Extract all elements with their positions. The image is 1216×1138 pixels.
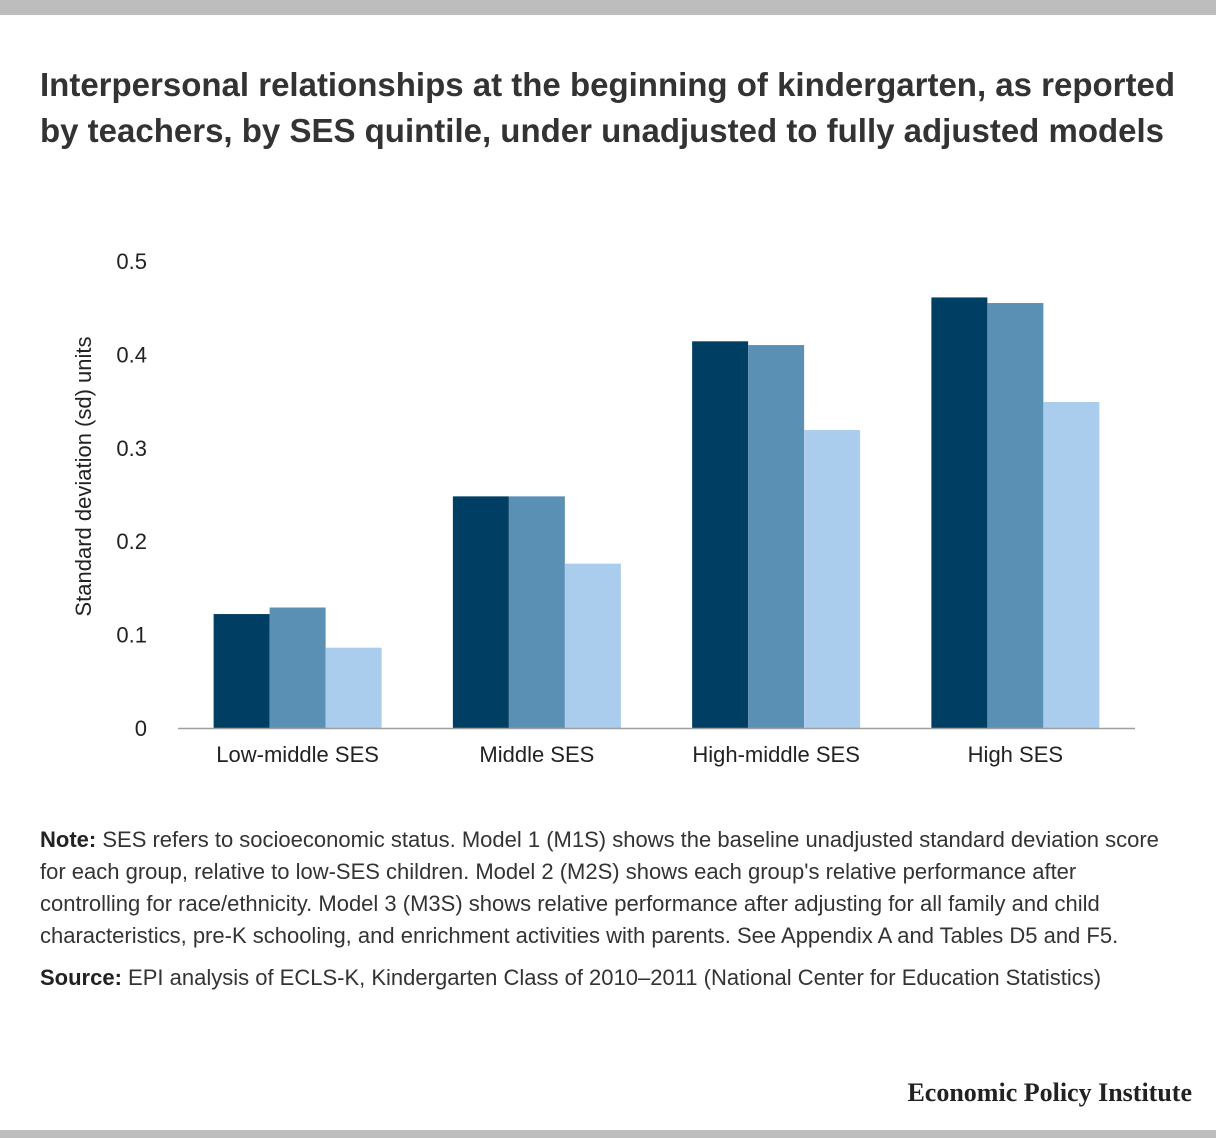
x-category-label: Low-middle SES (216, 742, 379, 767)
note-text: SES refers to socioeconomic status. Mode… (40, 827, 1159, 948)
bars (213, 297, 1100, 728)
bar (1043, 402, 1100, 728)
y-axis-title: Standard deviation (sd) units (71, 336, 96, 616)
bar (804, 430, 861, 728)
bar (508, 496, 565, 728)
bottom-border (0, 1130, 1216, 1138)
note: Note: SES refers to socioeconomic status… (40, 824, 1180, 952)
bar (564, 563, 621, 728)
notes-section: Note: SES refers to socioeconomic status… (40, 824, 1180, 994)
x-axis-categories: Low-middle SES Middle SES High-middle SES H… (216, 742, 1063, 767)
chart-title: Interpersonal relationships at the begin… (40, 66, 1176, 149)
source: Source: EPI analysis of ECLS-K, Kinderga… (40, 962, 1180, 994)
bar-chart: 0 0.1 0.2 0.3 0.4 0.5 Standard deviation (sd)… (71, 249, 1135, 767)
y-tick-label: 0.3 (116, 436, 147, 461)
bar (452, 496, 509, 728)
bar (748, 345, 805, 728)
bar (213, 614, 270, 728)
y-tick-label: 0.1 (116, 623, 147, 648)
y-axis-ticks: 0 0.1 0.2 0.3 0.4 0.5 (116, 249, 147, 741)
source-label: Source: (40, 965, 122, 990)
x-category-label: Middle SES (479, 742, 594, 767)
x-category-label: High-middle SES (692, 742, 860, 767)
epi-logo: Economic Policy Institute (907, 1078, 1192, 1107)
bar (987, 303, 1044, 728)
bar (692, 341, 749, 728)
y-tick-label: 0.4 (116, 342, 147, 367)
note-label: Note: (40, 827, 97, 852)
x-category-label: High SES (968, 742, 1063, 767)
source-text: EPI analysis of ECLS-K, Kindergarten Cla… (128, 965, 1102, 990)
y-tick-label: 0.2 (116, 529, 147, 554)
top-border (0, 0, 1216, 15)
bar (269, 607, 326, 728)
y-tick-label: 0.5 (116, 249, 147, 274)
y-tick-label: 0 (135, 716, 147, 741)
bar (325, 647, 382, 728)
bar (931, 297, 988, 728)
